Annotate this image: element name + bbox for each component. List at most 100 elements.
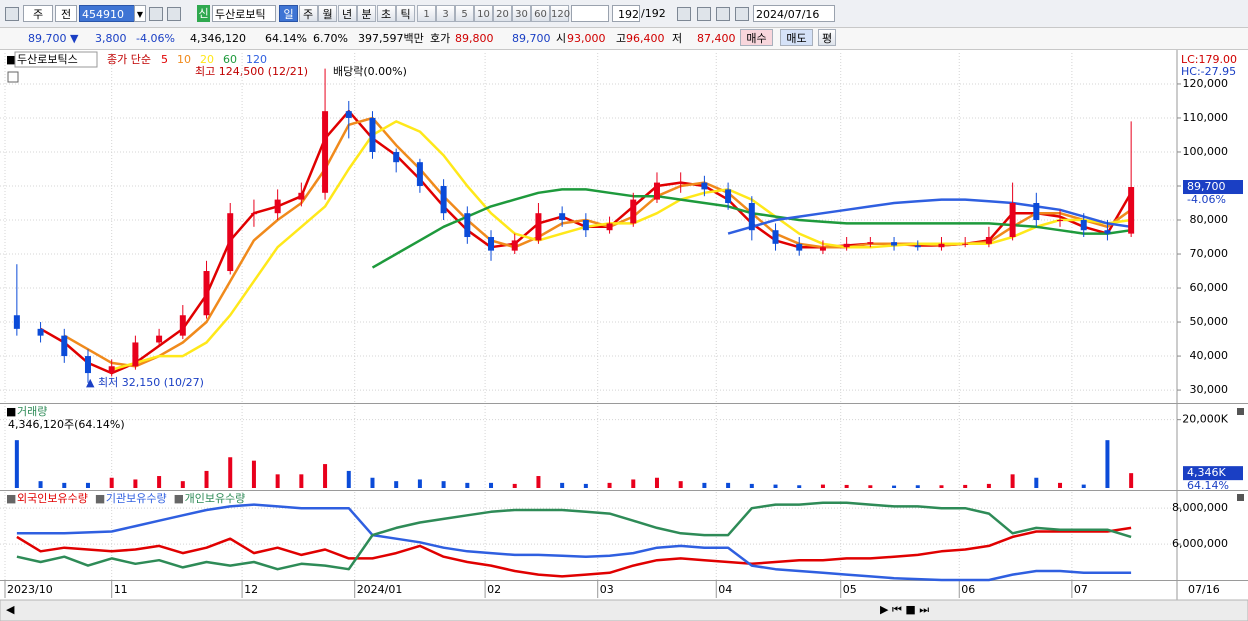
table-icon[interactable] — [7, 71, 19, 83]
x-tick-label: 06 — [961, 583, 975, 596]
candle-body — [1104, 230, 1111, 234]
candle-body — [748, 203, 755, 231]
menu-icon[interactable] — [5, 7, 19, 21]
toolbar: 주 전 454910 ▼ 신 두산로보틱 192 /192 2024/07/16… — [0, 0, 1248, 28]
price: 89,700 ▼ — [28, 32, 79, 45]
volume-bar — [441, 481, 446, 488]
panel-marker: ■ — [6, 405, 16, 418]
volume-bar — [631, 479, 636, 488]
volume-bar — [370, 477, 375, 488]
interval-button[interactable]: 10 — [474, 5, 493, 22]
low-label: 저 — [672, 32, 683, 45]
period-button[interactable]: 년 — [337, 5, 357, 22]
scroll-controls[interactable]: ▶ ⏮ ■ ⏭ — [880, 603, 929, 616]
y-tick-label: 110,000 — [1183, 111, 1229, 124]
candle-body — [1080, 220, 1087, 231]
candle-body — [227, 213, 234, 272]
candle-body — [203, 271, 210, 316]
period-button[interactable]: 틱 — [396, 5, 415, 22]
code-input[interactable]: 454910 — [79, 5, 135, 22]
y-tick-label: 30,000 — [1190, 383, 1229, 396]
candle-body — [488, 237, 495, 251]
interval-button[interactable]: 120 — [550, 5, 570, 22]
buy-button[interactable]: 매수 — [740, 29, 773, 46]
candle-body — [938, 243, 945, 248]
candle-body — [61, 335, 68, 357]
bar-count[interactable]: 192 — [612, 5, 640, 22]
low-arrow: ▲ — [86, 376, 95, 389]
candle-body — [464, 213, 471, 238]
period-button[interactable]: 주 — [298, 5, 318, 22]
x-tick-label: 2024/01 — [357, 583, 403, 596]
x-tick-label: 2023/10 — [7, 583, 53, 596]
candle-body — [37, 328, 44, 336]
settings-icon[interactable] — [735, 7, 749, 21]
tool-icon[interactable] — [677, 7, 691, 21]
candle-body — [772, 230, 779, 244]
volume-title: 거래량 — [17, 405, 47, 418]
open-label: 시 — [556, 32, 567, 45]
candle-body — [819, 247, 826, 251]
period-button[interactable]: 일 — [279, 5, 298, 22]
candle-body — [1033, 203, 1040, 221]
sound-icon[interactable] — [167, 7, 181, 21]
volume-bar — [963, 484, 968, 488]
holding-line — [16, 501, 1132, 571]
moving-average-line — [727, 198, 1132, 235]
period-button[interactable]: 초 — [376, 5, 396, 22]
volume-bar — [512, 483, 517, 488]
holding-line — [16, 503, 1132, 582]
save-icon[interactable] — [716, 7, 730, 21]
period-button[interactable]: 월 — [318, 5, 337, 22]
volume-bar — [915, 485, 920, 488]
legend-marker: ■ — [6, 492, 16, 505]
volume-bar — [749, 483, 754, 488]
market-select[interactable]: 주 — [23, 5, 53, 22]
legend-entry: 10 — [177, 53, 191, 66]
sell-button[interactable]: 매도 — [780, 29, 813, 46]
candle-body — [108, 366, 115, 374]
dividend-annotation: 배당락(0.00%) — [333, 65, 407, 78]
volume-bar — [85, 482, 90, 488]
interval-button[interactable]: 3 — [436, 5, 455, 22]
volume-bar — [489, 482, 494, 488]
interval-dropdown[interactable] — [571, 5, 609, 22]
legend-entry: 5 — [161, 53, 168, 66]
volume-bar — [251, 460, 256, 488]
scrollbar[interactable] — [0, 599, 1248, 621]
prev-select[interactable]: 전 — [55, 5, 77, 22]
interval-button[interactable]: 30 — [512, 5, 531, 22]
volume-bar — [726, 482, 731, 488]
candle-body — [1128, 187, 1135, 234]
last-price-label: 89,700 — [1187, 180, 1226, 193]
panel-close[interactable] — [1237, 408, 1244, 415]
search-icon[interactable] — [149, 7, 163, 21]
interval-button[interactable]: 5 — [455, 5, 474, 22]
volume-bar — [1105, 440, 1110, 488]
legend-marker: ■ — [95, 492, 105, 505]
avg-button[interactable]: 평 — [818, 29, 836, 46]
volume-bar — [844, 484, 849, 488]
change: 3,800 — [95, 32, 127, 45]
x-tick-label: 12 — [244, 583, 258, 596]
candle-body — [914, 245, 921, 248]
volume-bar — [654, 477, 659, 488]
volume-bar — [228, 457, 233, 488]
interval-button[interactable]: 1 — [417, 5, 436, 22]
legend-stock: 두산로보틱스 — [17, 53, 78, 66]
volume-bar — [1081, 484, 1086, 488]
volume-bar — [1010, 474, 1015, 488]
period-button[interactable]: 분 — [357, 5, 376, 22]
candle-body — [701, 182, 708, 190]
legend-title: 종가 단순 — [107, 53, 151, 66]
volume-bar — [1129, 473, 1134, 488]
legend-entry: 20 — [200, 53, 214, 66]
scroll-left[interactable]: ◀ — [6, 603, 15, 616]
tool-icon[interactable] — [697, 7, 711, 21]
panel-close[interactable] — [1237, 494, 1244, 501]
date-input[interactable]: 2024/07/16 — [753, 5, 835, 22]
code-dropdown[interactable]: ▼ — [134, 5, 146, 22]
interval-button[interactable]: 60 — [531, 5, 550, 22]
interval-button[interactable]: 20 — [493, 5, 512, 22]
